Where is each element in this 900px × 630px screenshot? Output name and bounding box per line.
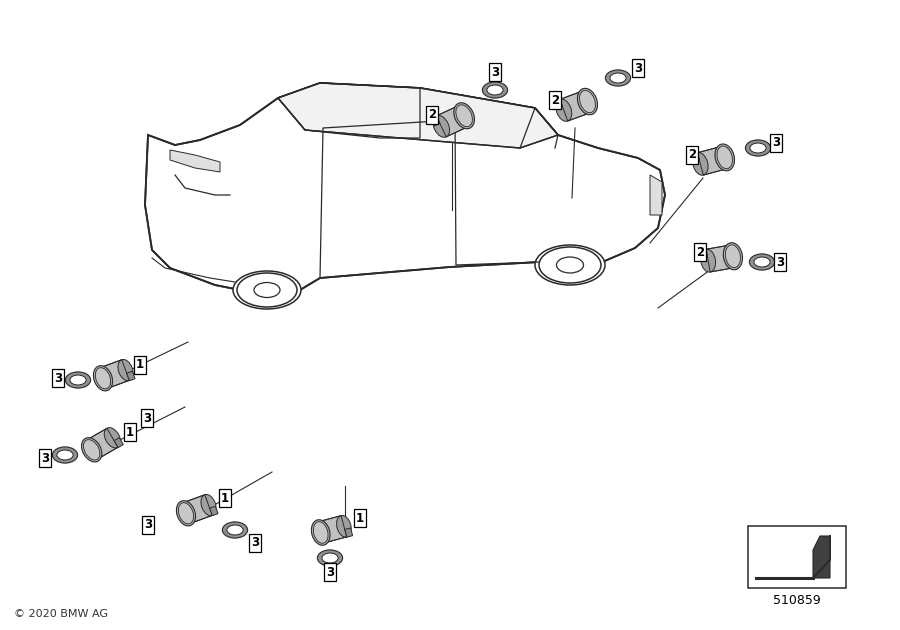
Polygon shape (650, 175, 662, 215)
Bar (748, 526, 846, 588)
Text: 3: 3 (776, 256, 784, 268)
Polygon shape (554, 99, 562, 109)
Ellipse shape (693, 152, 708, 175)
Polygon shape (700, 249, 707, 258)
Ellipse shape (57, 450, 73, 460)
Ellipse shape (456, 105, 472, 127)
Ellipse shape (610, 73, 626, 83)
Polygon shape (99, 360, 130, 389)
Ellipse shape (118, 360, 133, 381)
Text: 3: 3 (491, 66, 500, 79)
Ellipse shape (313, 522, 328, 543)
Polygon shape (345, 528, 353, 537)
Ellipse shape (233, 271, 301, 309)
Ellipse shape (337, 515, 351, 537)
Polygon shape (145, 83, 665, 295)
Ellipse shape (227, 525, 243, 535)
Text: 1: 1 (356, 512, 364, 525)
Text: 2: 2 (696, 246, 704, 258)
Text: 3: 3 (772, 137, 780, 149)
Polygon shape (706, 245, 735, 272)
Ellipse shape (715, 144, 734, 171)
Ellipse shape (725, 245, 741, 268)
Text: 3: 3 (40, 452, 50, 464)
Text: 2: 2 (551, 93, 559, 106)
Polygon shape (182, 495, 212, 524)
Ellipse shape (750, 254, 775, 270)
Polygon shape (318, 515, 346, 543)
Text: 3: 3 (144, 518, 152, 532)
Text: 510859: 510859 (773, 595, 821, 607)
Ellipse shape (578, 88, 598, 115)
Ellipse shape (487, 85, 503, 95)
Ellipse shape (454, 103, 474, 129)
Ellipse shape (700, 249, 716, 272)
Polygon shape (813, 536, 830, 578)
Ellipse shape (95, 368, 111, 389)
Ellipse shape (176, 501, 195, 526)
Polygon shape (436, 105, 469, 137)
Polygon shape (114, 438, 123, 447)
Text: 3: 3 (251, 537, 259, 549)
Ellipse shape (70, 375, 86, 385)
Text: 3: 3 (634, 62, 642, 74)
Ellipse shape (433, 115, 450, 137)
Ellipse shape (322, 553, 338, 563)
Text: 3: 3 (143, 411, 151, 425)
Ellipse shape (482, 82, 508, 98)
Polygon shape (86, 428, 118, 459)
Ellipse shape (556, 99, 572, 122)
Text: 2: 2 (428, 108, 436, 122)
Ellipse shape (754, 257, 770, 267)
Text: 2: 2 (688, 149, 696, 161)
Polygon shape (698, 146, 728, 175)
Text: © 2020 BMW AG: © 2020 BMW AG (14, 609, 108, 619)
Text: 1: 1 (136, 358, 144, 372)
Text: 1: 1 (126, 425, 134, 438)
Ellipse shape (539, 247, 601, 283)
Ellipse shape (556, 257, 583, 273)
Polygon shape (170, 150, 220, 172)
Ellipse shape (717, 146, 733, 169)
Ellipse shape (52, 447, 77, 463)
Ellipse shape (201, 495, 216, 516)
Ellipse shape (750, 143, 766, 153)
Ellipse shape (724, 243, 742, 270)
Polygon shape (278, 83, 558, 148)
Ellipse shape (254, 282, 280, 297)
Ellipse shape (535, 245, 605, 285)
Polygon shape (430, 116, 440, 126)
Polygon shape (127, 371, 135, 381)
Ellipse shape (311, 520, 330, 545)
Ellipse shape (606, 70, 631, 86)
Ellipse shape (745, 140, 770, 156)
Text: 3: 3 (326, 566, 334, 578)
Ellipse shape (94, 365, 112, 391)
Ellipse shape (580, 91, 596, 113)
Polygon shape (210, 506, 218, 516)
Text: 3: 3 (54, 372, 62, 384)
Text: 1: 1 (220, 491, 230, 505)
Ellipse shape (318, 550, 343, 566)
Ellipse shape (237, 273, 297, 307)
Polygon shape (691, 152, 699, 162)
Ellipse shape (84, 440, 100, 460)
Polygon shape (560, 91, 591, 121)
Ellipse shape (66, 372, 91, 388)
Ellipse shape (104, 428, 121, 448)
Ellipse shape (82, 438, 102, 462)
Ellipse shape (178, 503, 194, 524)
Ellipse shape (222, 522, 248, 538)
